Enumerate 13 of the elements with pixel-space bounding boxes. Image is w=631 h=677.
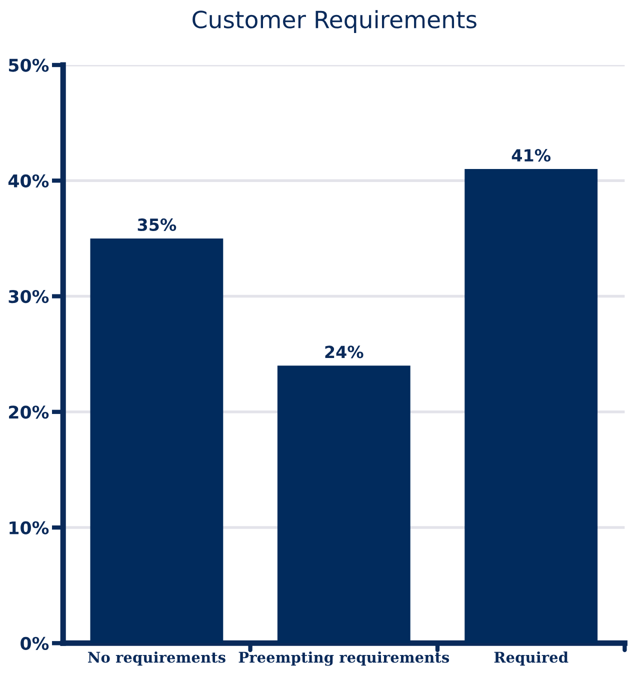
y-tick-label: 0% <box>20 636 49 650</box>
data-label: 41% <box>512 149 551 162</box>
y-tick-label: 50% <box>8 58 49 72</box>
y-tick-label: 40% <box>8 174 49 188</box>
x-tick-label: Required <box>494 651 568 666</box>
chart-title: Customer Requirements <box>192 10 476 34</box>
data-label: 24% <box>325 346 364 358</box>
y-tick-label: 20% <box>9 406 49 419</box>
y-tick-label: 10% <box>10 521 49 534</box>
y-tick-label: 30% <box>8 290 49 304</box>
x-tick-label: No requirements <box>88 651 226 666</box>
x-tick-label: Preempting requirements <box>238 651 450 666</box>
data-label: 35% <box>138 218 176 232</box>
